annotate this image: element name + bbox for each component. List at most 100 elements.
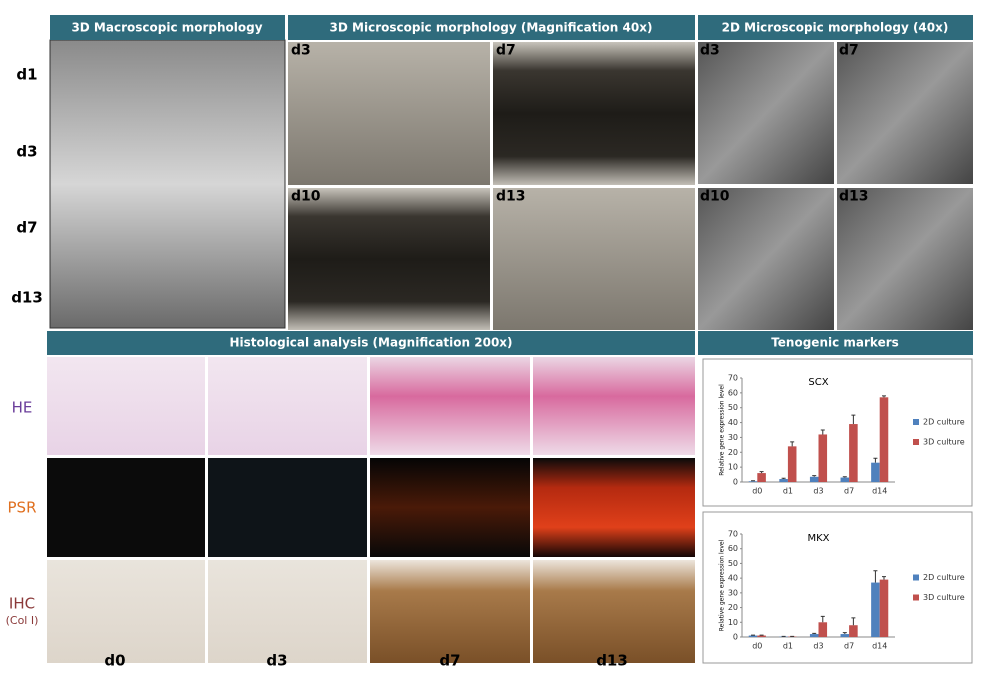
error-bar [881,576,886,580]
legend-label: 3D culture [923,438,965,447]
y-axis-label: Relative gene expression level [719,539,726,631]
x-tick-label: d1 [783,487,793,496]
x-tick-label: d3 [813,642,823,651]
error-bar [842,476,847,478]
row-label: IHC [9,595,35,613]
x-tick-label: d14 [872,642,887,651]
x-tick-label: d0 [752,642,762,651]
y-tick-label: 50 [728,403,738,412]
histo-photo [47,560,205,663]
chart-title: SCX [808,377,828,388]
bar [871,462,880,482]
error-bar [781,477,786,480]
micro2d-photo [837,188,973,330]
y-tick-label: 0 [733,633,738,642]
y-tick-label: 40 [728,574,738,583]
row-label: HE [12,399,33,417]
header: 3D Microscopic morphology (Magnification… [330,21,653,35]
header-bar [50,15,285,40]
bar [849,625,858,637]
bar [787,446,797,482]
histo-photo [47,357,205,455]
y-tick-label: 30 [728,588,738,597]
bar [849,424,858,482]
bar [748,481,758,482]
bar [809,634,819,637]
error-bar [873,570,878,583]
micro3d-photo [288,42,490,185]
panel-label: d7 [839,43,859,59]
y-tick-label: 30 [728,433,738,442]
histo-photo [208,560,367,663]
error-bar [873,457,878,463]
legend-swatch [913,574,919,581]
row-label: d1 [16,66,37,84]
row-label: d3 [16,143,37,161]
chart-frame [702,358,973,507]
header: 3D Macroscopic morphology [71,21,262,35]
y-tick-label: 20 [728,603,738,612]
histo-photo [533,357,695,455]
y-tick-label: 50 [728,559,738,568]
x-tick-label: d3 [813,487,823,496]
bar [871,582,880,637]
bar [818,434,828,482]
x-tick-label: d7 [844,487,854,496]
header-bar [698,15,973,40]
chart-frame [702,511,973,664]
column-label: d0 [104,652,125,670]
legend-label: 2D culture [923,573,965,582]
header-bar [47,331,695,355]
bar [757,473,766,482]
bar [809,476,819,482]
error-bar [842,632,847,635]
header: Histological analysis (Magnification 200… [229,336,512,350]
micro2d-photo [698,188,834,330]
chart-title: MKX [807,533,829,544]
y-tick-label: 40 [728,418,738,427]
panel-label: d13 [496,189,526,205]
bar [818,622,828,637]
panel-label: d3 [291,43,311,59]
error-bar [820,429,825,435]
error-bar [881,395,886,398]
y-tick-label: 70 [728,374,738,383]
histo-photo [47,458,205,557]
legend-swatch [913,419,919,425]
macro-photo [49,39,286,329]
row-label: PSR [8,499,37,517]
panel-label: d10 [291,189,321,205]
error-bar [851,617,856,626]
row-sublabel: (Col I) [6,614,39,627]
y-tick-label: 20 [728,448,738,457]
micro3d-photo [493,42,695,185]
x-tick-label: d0 [752,487,762,496]
bar [840,477,850,482]
histo-photo [533,560,695,663]
histo-photo [208,357,367,455]
header: 2D Microscopic morphology (40x) [722,21,949,35]
bar [879,397,889,482]
x-tick-label: d7 [844,642,854,651]
error-bar [812,475,817,477]
bar [748,635,758,637]
error-bar [759,471,764,474]
legend-label: 2D culture [923,418,965,427]
header-bar [698,331,973,355]
histo-photo [533,458,695,557]
panel-label: d3 [700,43,720,59]
y-tick-label: 10 [728,618,738,627]
y-tick-label: 70 [728,530,738,539]
header-bar [288,15,695,40]
histo-photo [370,357,530,455]
bar [757,635,766,637]
histo-photo [370,560,530,663]
column-label: d3 [266,652,287,670]
micro2d-photo [837,42,973,184]
bar [779,479,788,482]
column-label: d7 [439,652,460,670]
legend-swatch [913,439,919,445]
x-tick-label: d1 [783,642,793,651]
panel-label: d13 [839,189,869,205]
